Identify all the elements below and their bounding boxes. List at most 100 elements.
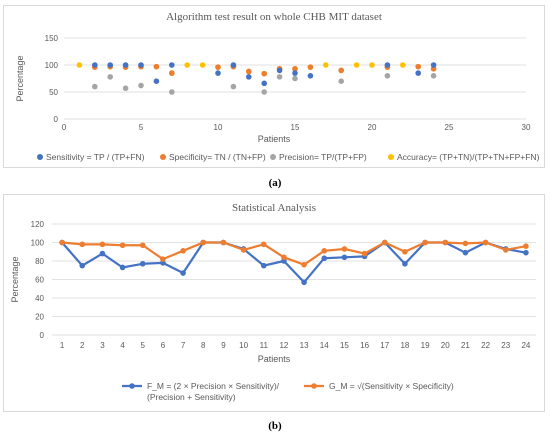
- data-point: [523, 243, 529, 249]
- data-point: [430, 62, 437, 68]
- x-axis-title: Patients: [258, 354, 291, 364]
- data-point: [430, 73, 437, 79]
- x-tick-label: 20: [441, 341, 450, 350]
- data-point: [341, 246, 348, 252]
- legend-label: Precision= TP/(TP+FP): [279, 152, 367, 162]
- data-point: [261, 80, 268, 87]
- data-point: [415, 63, 422, 70]
- caption-a: (a): [268, 177, 282, 189]
- data-point: [281, 254, 287, 261]
- data-point: [59, 239, 65, 246]
- x-tick-label: 22: [481, 341, 490, 350]
- data-point: [462, 240, 469, 247]
- data-point: [107, 74, 113, 80]
- y-tick-label: 100: [45, 61, 59, 70]
- x-tick-label: 6: [161, 341, 166, 350]
- legend-label: G_M = √(Sensitivity × Specificity): [329, 381, 454, 391]
- data-point: [180, 270, 186, 276]
- x-tick-label: 8: [201, 341, 206, 350]
- data-point: [462, 249, 469, 256]
- data-point: [169, 70, 175, 76]
- x-tick-label: 18: [400, 341, 409, 350]
- x-tick-label: 25: [445, 123, 454, 132]
- data-point: [139, 242, 146, 249]
- legend-marker: [270, 154, 276, 160]
- data-point: [482, 239, 489, 246]
- data-point: [92, 62, 98, 68]
- legend-label: F_M = (2 × Precision × Sensitivity)/: [147, 381, 280, 391]
- series-line: [61, 241, 527, 266]
- x-tick-label: 10: [239, 341, 248, 350]
- data-point: [502, 247, 509, 253]
- chart-panel-a: Algorithm test result on whole CHB MIT d…: [3, 5, 545, 168]
- x-tick-label: 13: [300, 341, 309, 350]
- caption-b: (b): [268, 420, 282, 432]
- x-tick-label: 17: [380, 341, 389, 350]
- data-point: [246, 74, 252, 80]
- x-tick-label: 19: [421, 341, 430, 350]
- y-tick-label: 40: [35, 294, 44, 303]
- x-tick-label: 7: [181, 341, 186, 350]
- y-tick-label: 60: [35, 276, 44, 285]
- legend-marker: [160, 154, 166, 160]
- data-point: [107, 62, 113, 68]
- data-point: [260, 241, 267, 248]
- legend-marker: [311, 383, 317, 389]
- x-tick-label: 16: [360, 341, 369, 350]
- data-point: [323, 62, 329, 68]
- y-axis-title: Percentage: [10, 256, 20, 302]
- x-tick-label: 14: [320, 341, 329, 350]
- data-point: [369, 62, 375, 68]
- x-tick-label: 24: [521, 341, 530, 350]
- data-point: [119, 242, 126, 249]
- data-point: [301, 261, 307, 268]
- data-point: [79, 262, 86, 269]
- x-tick-label: 5: [141, 341, 146, 350]
- x-tick-label: 5: [139, 123, 144, 132]
- data-point: [523, 249, 529, 256]
- x-tick-label: 4: [120, 341, 125, 350]
- data-point: [402, 260, 408, 267]
- data-point: [361, 250, 368, 257]
- data-point: [384, 62, 391, 68]
- data-point: [230, 83, 237, 90]
- data-point: [292, 75, 298, 82]
- data-point: [220, 239, 227, 246]
- legend-marker: [37, 154, 43, 160]
- data-point: [276, 67, 283, 74]
- y-tick-label: 0: [40, 331, 45, 340]
- data-point: [400, 62, 406, 68]
- legend-label: Specificity= TN / (TN+FP): [169, 152, 266, 162]
- data-point: [184, 62, 190, 68]
- x-tick-label: 9: [221, 341, 226, 350]
- chart-title: Algorithm test result on whole CHB MIT d…: [166, 11, 382, 23]
- data-point: [261, 70, 268, 77]
- data-point: [341, 254, 348, 261]
- data-point: [415, 70, 422, 76]
- data-point: [122, 85, 129, 92]
- y-axis-title: Percentage: [15, 55, 25, 101]
- data-point: [276, 74, 283, 80]
- legend-marker: [129, 383, 135, 389]
- x-tick-label: 12: [279, 341, 288, 350]
- data-point: [76, 62, 83, 68]
- x-tick-label: 10: [214, 123, 223, 132]
- data-point: [422, 239, 428, 246]
- data-point: [119, 264, 126, 271]
- data-point: [99, 250, 106, 257]
- y-tick-label: 100: [31, 239, 45, 248]
- x-tick-label: 15: [340, 341, 349, 350]
- x-tick-label: 11: [260, 341, 269, 350]
- data-point: [338, 78, 345, 84]
- y-tick-label: 80: [35, 257, 44, 266]
- data-point: [301, 279, 307, 286]
- data-point: [307, 64, 314, 70]
- y-tick-label: 150: [45, 34, 59, 43]
- data-point: [122, 62, 129, 68]
- data-point: [99, 241, 106, 248]
- legend-label: Sensitivity = TP / (TP+FN): [46, 152, 145, 162]
- series-line: [61, 241, 527, 284]
- x-tick-label: 15: [291, 123, 300, 132]
- data-point: [169, 89, 175, 95]
